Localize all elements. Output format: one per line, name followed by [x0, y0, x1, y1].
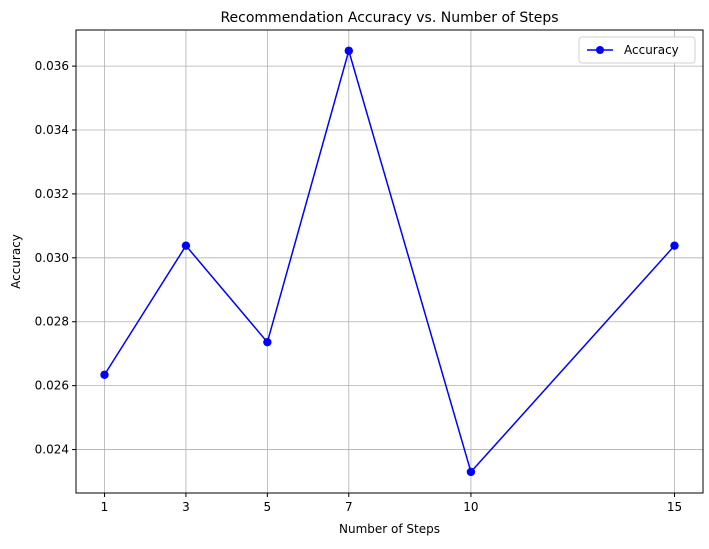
- x-tick-label: 7: [345, 500, 353, 514]
- data-point: [466, 467, 476, 477]
- y-tick-label: 0.026: [35, 379, 69, 393]
- legend-marker: [596, 46, 604, 54]
- y-tick-label: 0.036: [35, 59, 69, 73]
- x-tick-label: 3: [182, 500, 190, 514]
- series-line-accuracy: [103, 48, 676, 474]
- axes: [75, 29, 704, 494]
- legend-label: Accuracy: [624, 43, 679, 57]
- data-point: [181, 241, 191, 250]
- chart-title: Recommendation Accuracy vs. Number of St…: [220, 10, 558, 26]
- grid: [76, 30, 703, 493]
- x-axis-label: Number of Steps: [339, 522, 440, 536]
- x-tick-label: 1: [101, 500, 109, 514]
- data-point: [344, 46, 353, 55]
- x-tick-label: 5: [264, 500, 272, 514]
- legend: Accuracy: [578, 36, 696, 64]
- y-tick-label: 0.034: [35, 123, 69, 137]
- series-layer: [100, 46, 679, 477]
- y-tick-label: 0.032: [35, 187, 69, 201]
- plot-frame: [75, 29, 704, 494]
- x-tick-label: 15: [667, 500, 682, 514]
- data-point: [670, 241, 679, 250]
- x-tick-label: 10: [463, 500, 478, 514]
- y-axis-label: Accuracy: [9, 234, 23, 289]
- data-point: [263, 337, 272, 347]
- y-tick-label: 0.028: [35, 315, 69, 329]
- ticks: 1 3 5 7 10 15 0.024 0.026 0.028 0.030 0.032 0.034 0.…: [35, 59, 683, 514]
- y-tick-label: 0.024: [35, 443, 69, 457]
- y-tick-label: 0.030: [35, 251, 69, 265]
- data-point: [100, 370, 109, 379]
- legend-box: [578, 36, 696, 64]
